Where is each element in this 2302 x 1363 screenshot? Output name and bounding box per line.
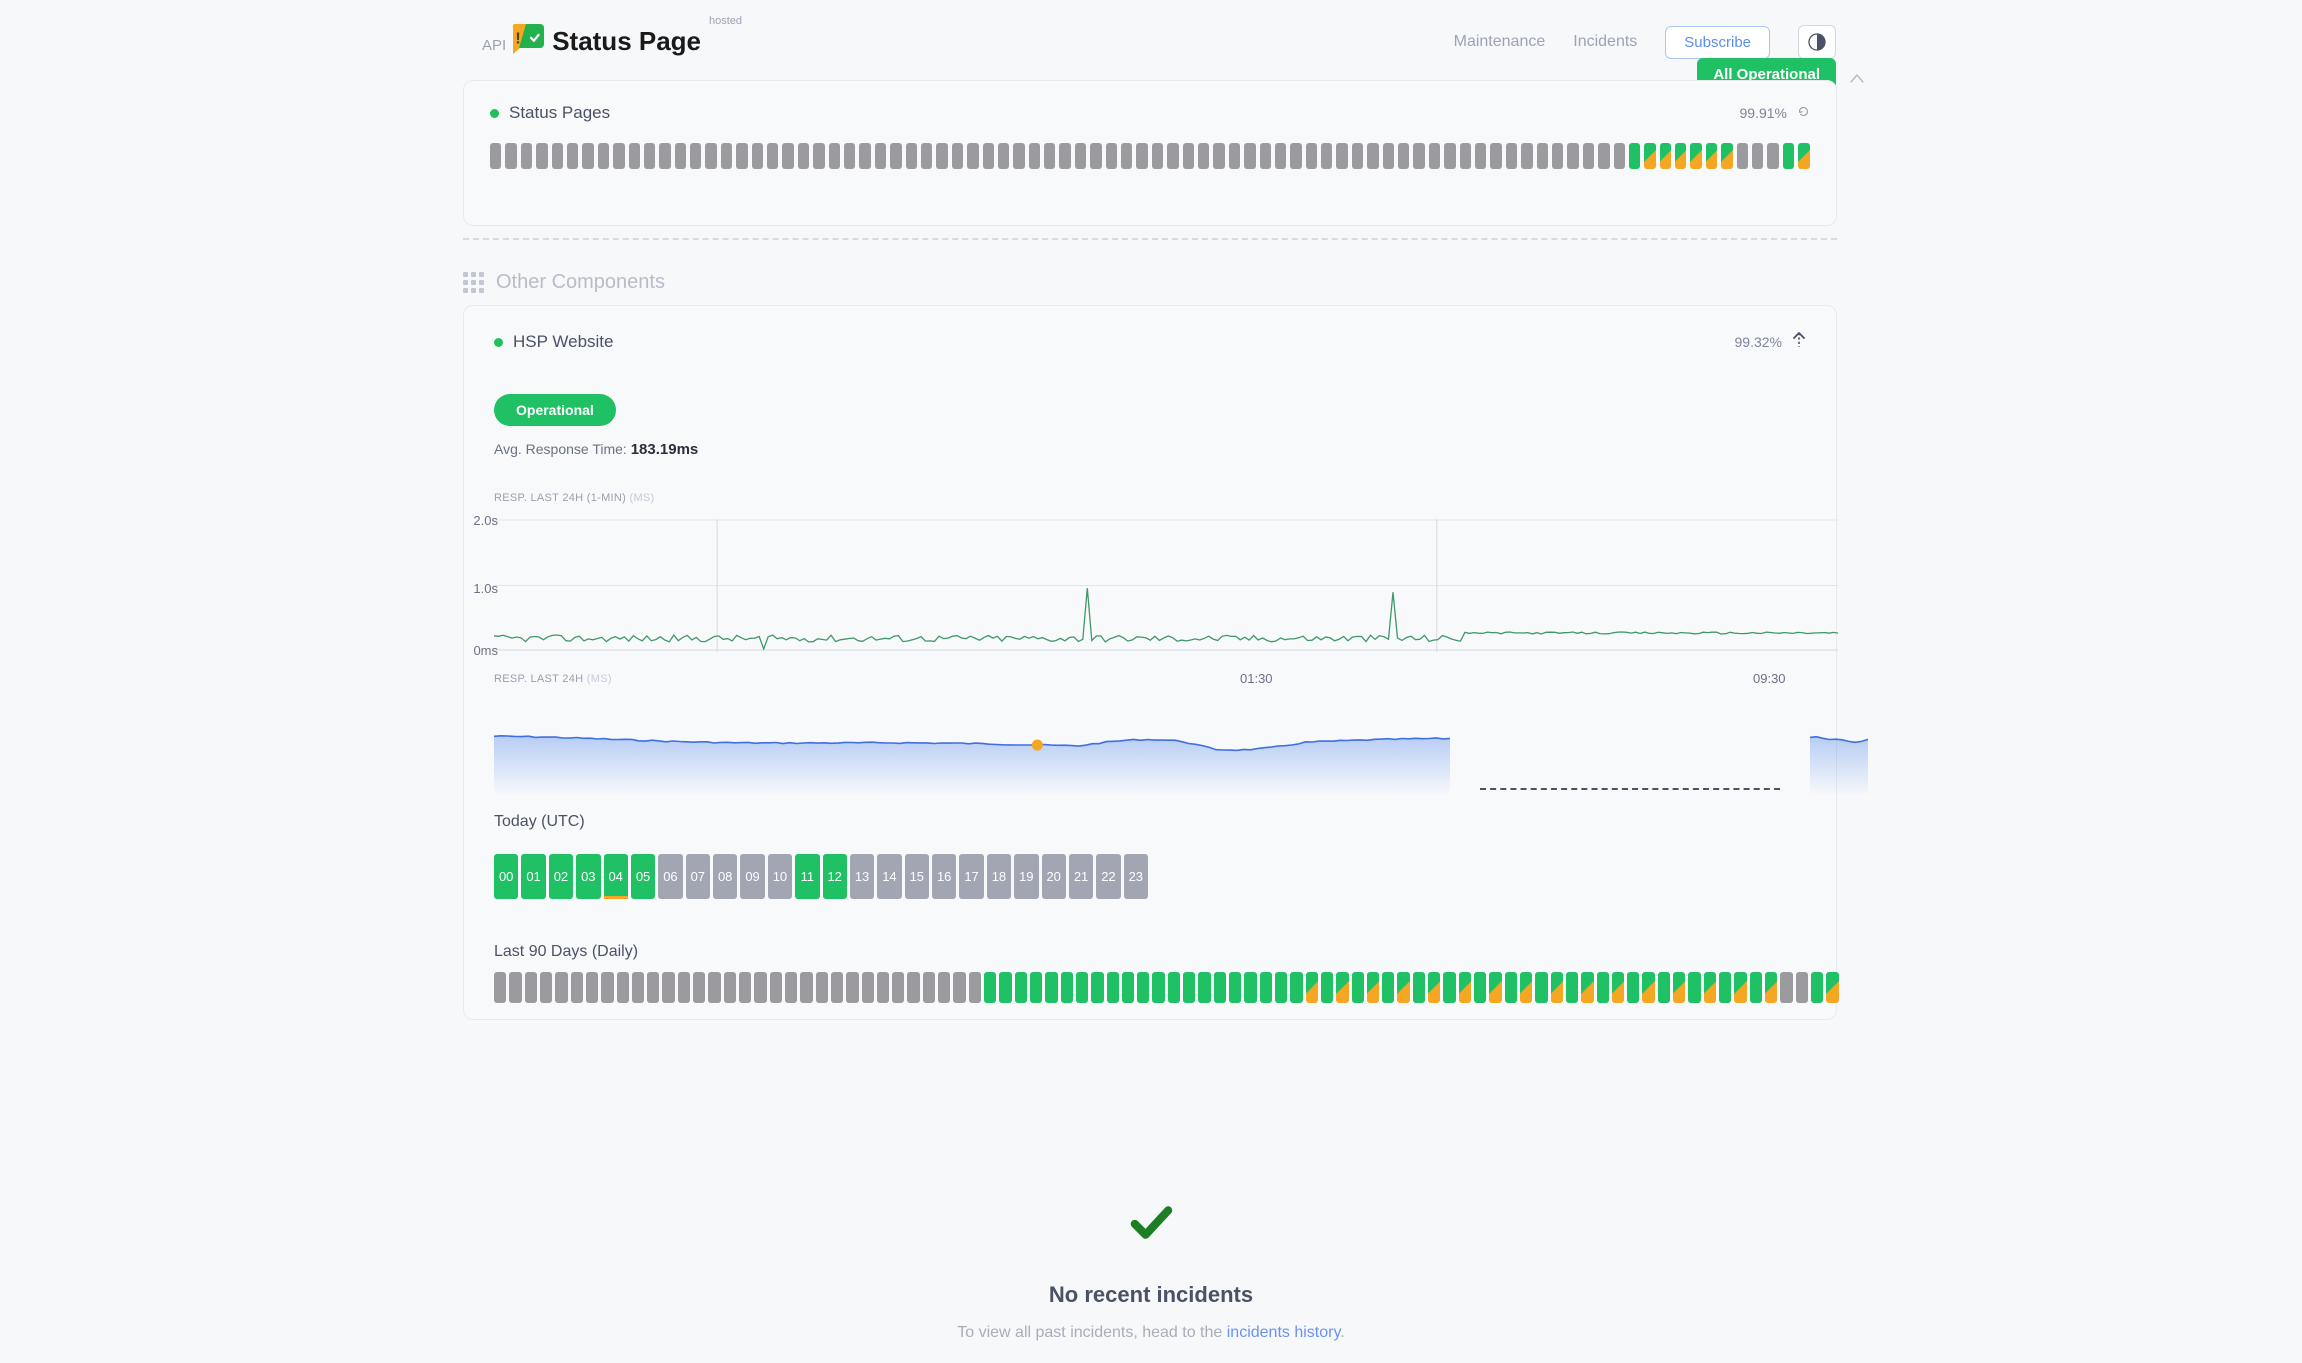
svg-text:!: ! bbox=[516, 31, 521, 48]
